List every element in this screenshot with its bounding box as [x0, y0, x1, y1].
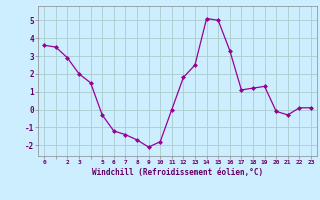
- X-axis label: Windchill (Refroidissement éolien,°C): Windchill (Refroidissement éolien,°C): [92, 168, 263, 177]
